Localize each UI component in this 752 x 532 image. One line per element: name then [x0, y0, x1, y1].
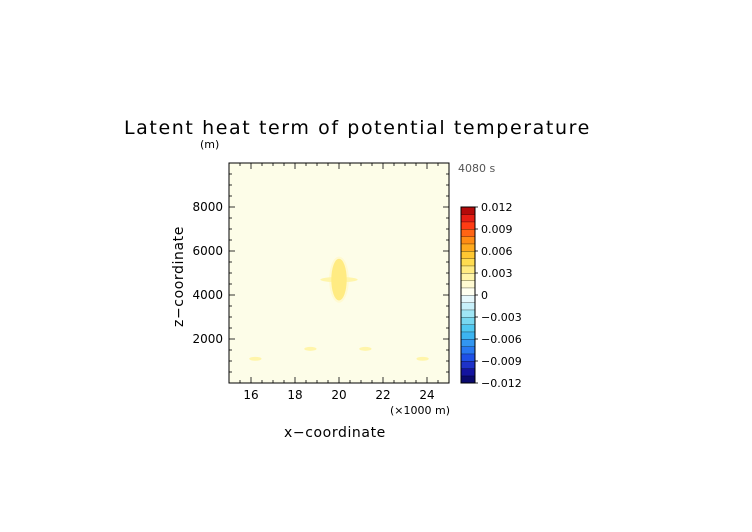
time-label: 4080 s [458, 162, 495, 175]
colorbar-swatch [460, 309, 476, 318]
heatmap-feature-weak [249, 356, 262, 361]
x-tick-label: 20 [331, 388, 346, 402]
colorbar-swatch [460, 346, 476, 355]
axis-ticks: 16 18 20 22 24 2000 4000 6000 8000 [192, 163, 450, 402]
colorbar: 0.012 0.009 0.006 0.003 0 −0.003 −0.006 −0.009 −… [460, 201, 522, 390]
colorbar-swatch [460, 236, 476, 245]
colorbar-swatch [460, 294, 476, 303]
colorbar-swatch [460, 331, 476, 340]
heatmap-feature-weak [304, 346, 317, 351]
x-unit-label: (×1000 m) [390, 404, 450, 417]
colorbar-swatch [460, 265, 476, 274]
heatmap-feature-weak [416, 356, 429, 361]
heatmap-feature-weak [359, 346, 372, 351]
colorbar-tick-label: −0.006 [481, 333, 522, 346]
colorbar-swatch [460, 324, 476, 333]
colorbar-swatch [460, 206, 476, 215]
colorbar-swatch [460, 280, 476, 289]
colorbar-swatch [460, 302, 476, 311]
colorbar-swatch [460, 316, 476, 325]
y-tick-label: 2000 [192, 332, 223, 346]
colorbar-swatch [460, 214, 476, 223]
y-tick-label: 6000 [192, 244, 223, 258]
colorbar-tick-label: −0.012 [481, 377, 522, 390]
colorbar-swatch [460, 287, 476, 296]
x-tick-label: 16 [243, 388, 258, 402]
x-tick-label: 18 [287, 388, 302, 402]
colorbar-swatch [460, 250, 476, 259]
colorbar-swatch [460, 272, 476, 281]
colorbar-swatch [460, 338, 476, 347]
colorbar-swatch [460, 353, 476, 362]
colorbar-swatch [460, 243, 476, 252]
y-tick-label: 4000 [192, 288, 223, 302]
colorbar-tick-label: 0.012 [481, 201, 513, 214]
y-unit-label: (m) [200, 138, 219, 151]
chart-title: Latent heat term of potential temperatur… [124, 117, 591, 139]
heatmap-feature-halo [320, 256, 358, 303]
colorbar-tick-label: 0.006 [481, 245, 513, 258]
colorbar-tick-label: 0.009 [481, 223, 513, 236]
heatmap-features [249, 256, 429, 361]
colorbar-swatch [460, 368, 476, 377]
colorbar-tick-label: 0.003 [481, 267, 513, 280]
colorbar-swatch [460, 221, 476, 230]
colorbar-swatch [460, 375, 476, 384]
colorbar-tick-label: 0 [481, 289, 488, 302]
y-axis-title: z−coordinate [171, 226, 187, 327]
colorbar-tick-label: −0.009 [481, 355, 522, 368]
colorbar-tick-label: −0.003 [481, 311, 522, 324]
colorbar-swatch [460, 258, 476, 267]
y-tick-label: 8000 [192, 200, 223, 214]
x-tick-label: 24 [419, 388, 434, 402]
plot-area: 16 18 20 22 24 2000 4000 6000 8000 [192, 162, 450, 402]
colorbar-swatch [460, 360, 476, 369]
x-axis-title: x−coordinate [284, 425, 386, 441]
x-tick-label: 22 [375, 388, 390, 402]
colorbar-swatch [460, 228, 476, 237]
